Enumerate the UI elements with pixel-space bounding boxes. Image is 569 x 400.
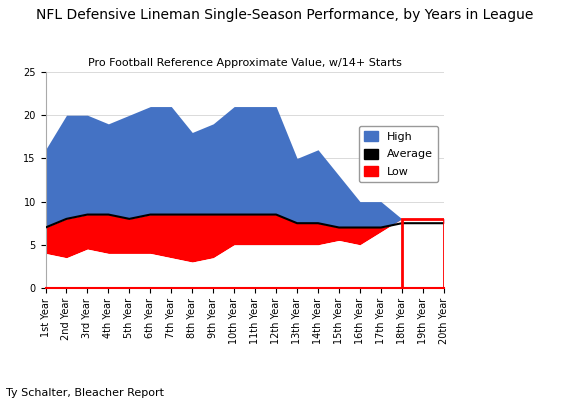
Title: Pro Football Reference Approximate Value, w/14+ Starts: Pro Football Reference Approximate Value… (88, 58, 402, 68)
Bar (402, 219, 444, 288)
Text: NFL Defensive Lineman Single-Season Performance, by Years in League: NFL Defensive Lineman Single-Season Perf… (36, 8, 533, 22)
Text: Ty Schalter, Bleacher Report: Ty Schalter, Bleacher Report (6, 388, 164, 398)
Legend: High, Average, Low: High, Average, Low (359, 126, 438, 182)
